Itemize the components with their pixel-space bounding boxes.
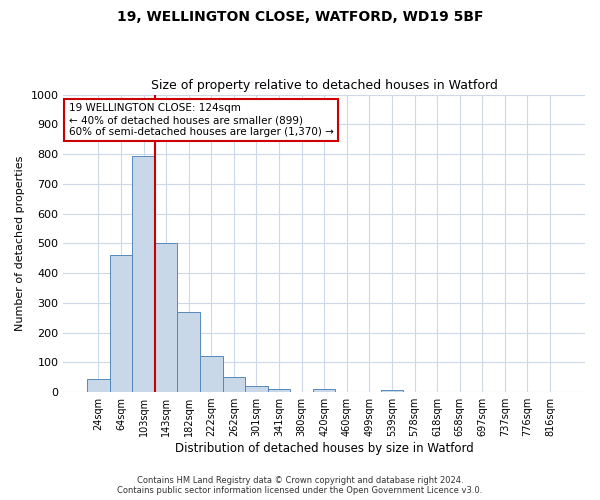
Text: Contains HM Land Registry data © Crown copyright and database right 2024.
Contai: Contains HM Land Registry data © Crown c…: [118, 476, 482, 495]
Bar: [200, 356, 223, 392]
Bar: [223, 377, 245, 392]
Bar: [87, 378, 110, 392]
Text: 19 WELLINGTON CLOSE: 124sqm
← 40% of detached houses are smaller (899)
60% of se: 19 WELLINGTON CLOSE: 124sqm ← 40% of det…: [68, 104, 334, 136]
Bar: [313, 388, 335, 392]
Bar: [155, 244, 178, 392]
Title: Size of property relative to detached houses in Watford: Size of property relative to detached ho…: [151, 79, 497, 92]
Text: 19, WELLINGTON CLOSE, WATFORD, WD19 5BF: 19, WELLINGTON CLOSE, WATFORD, WD19 5BF: [117, 10, 483, 24]
X-axis label: Distribution of detached houses by size in Watford: Distribution of detached houses by size …: [175, 442, 473, 455]
Bar: [132, 156, 155, 392]
Bar: [110, 255, 132, 392]
Bar: [178, 312, 200, 392]
Bar: [268, 388, 290, 392]
Y-axis label: Number of detached properties: Number of detached properties: [15, 156, 25, 331]
Bar: [245, 386, 268, 392]
Bar: [380, 390, 403, 392]
